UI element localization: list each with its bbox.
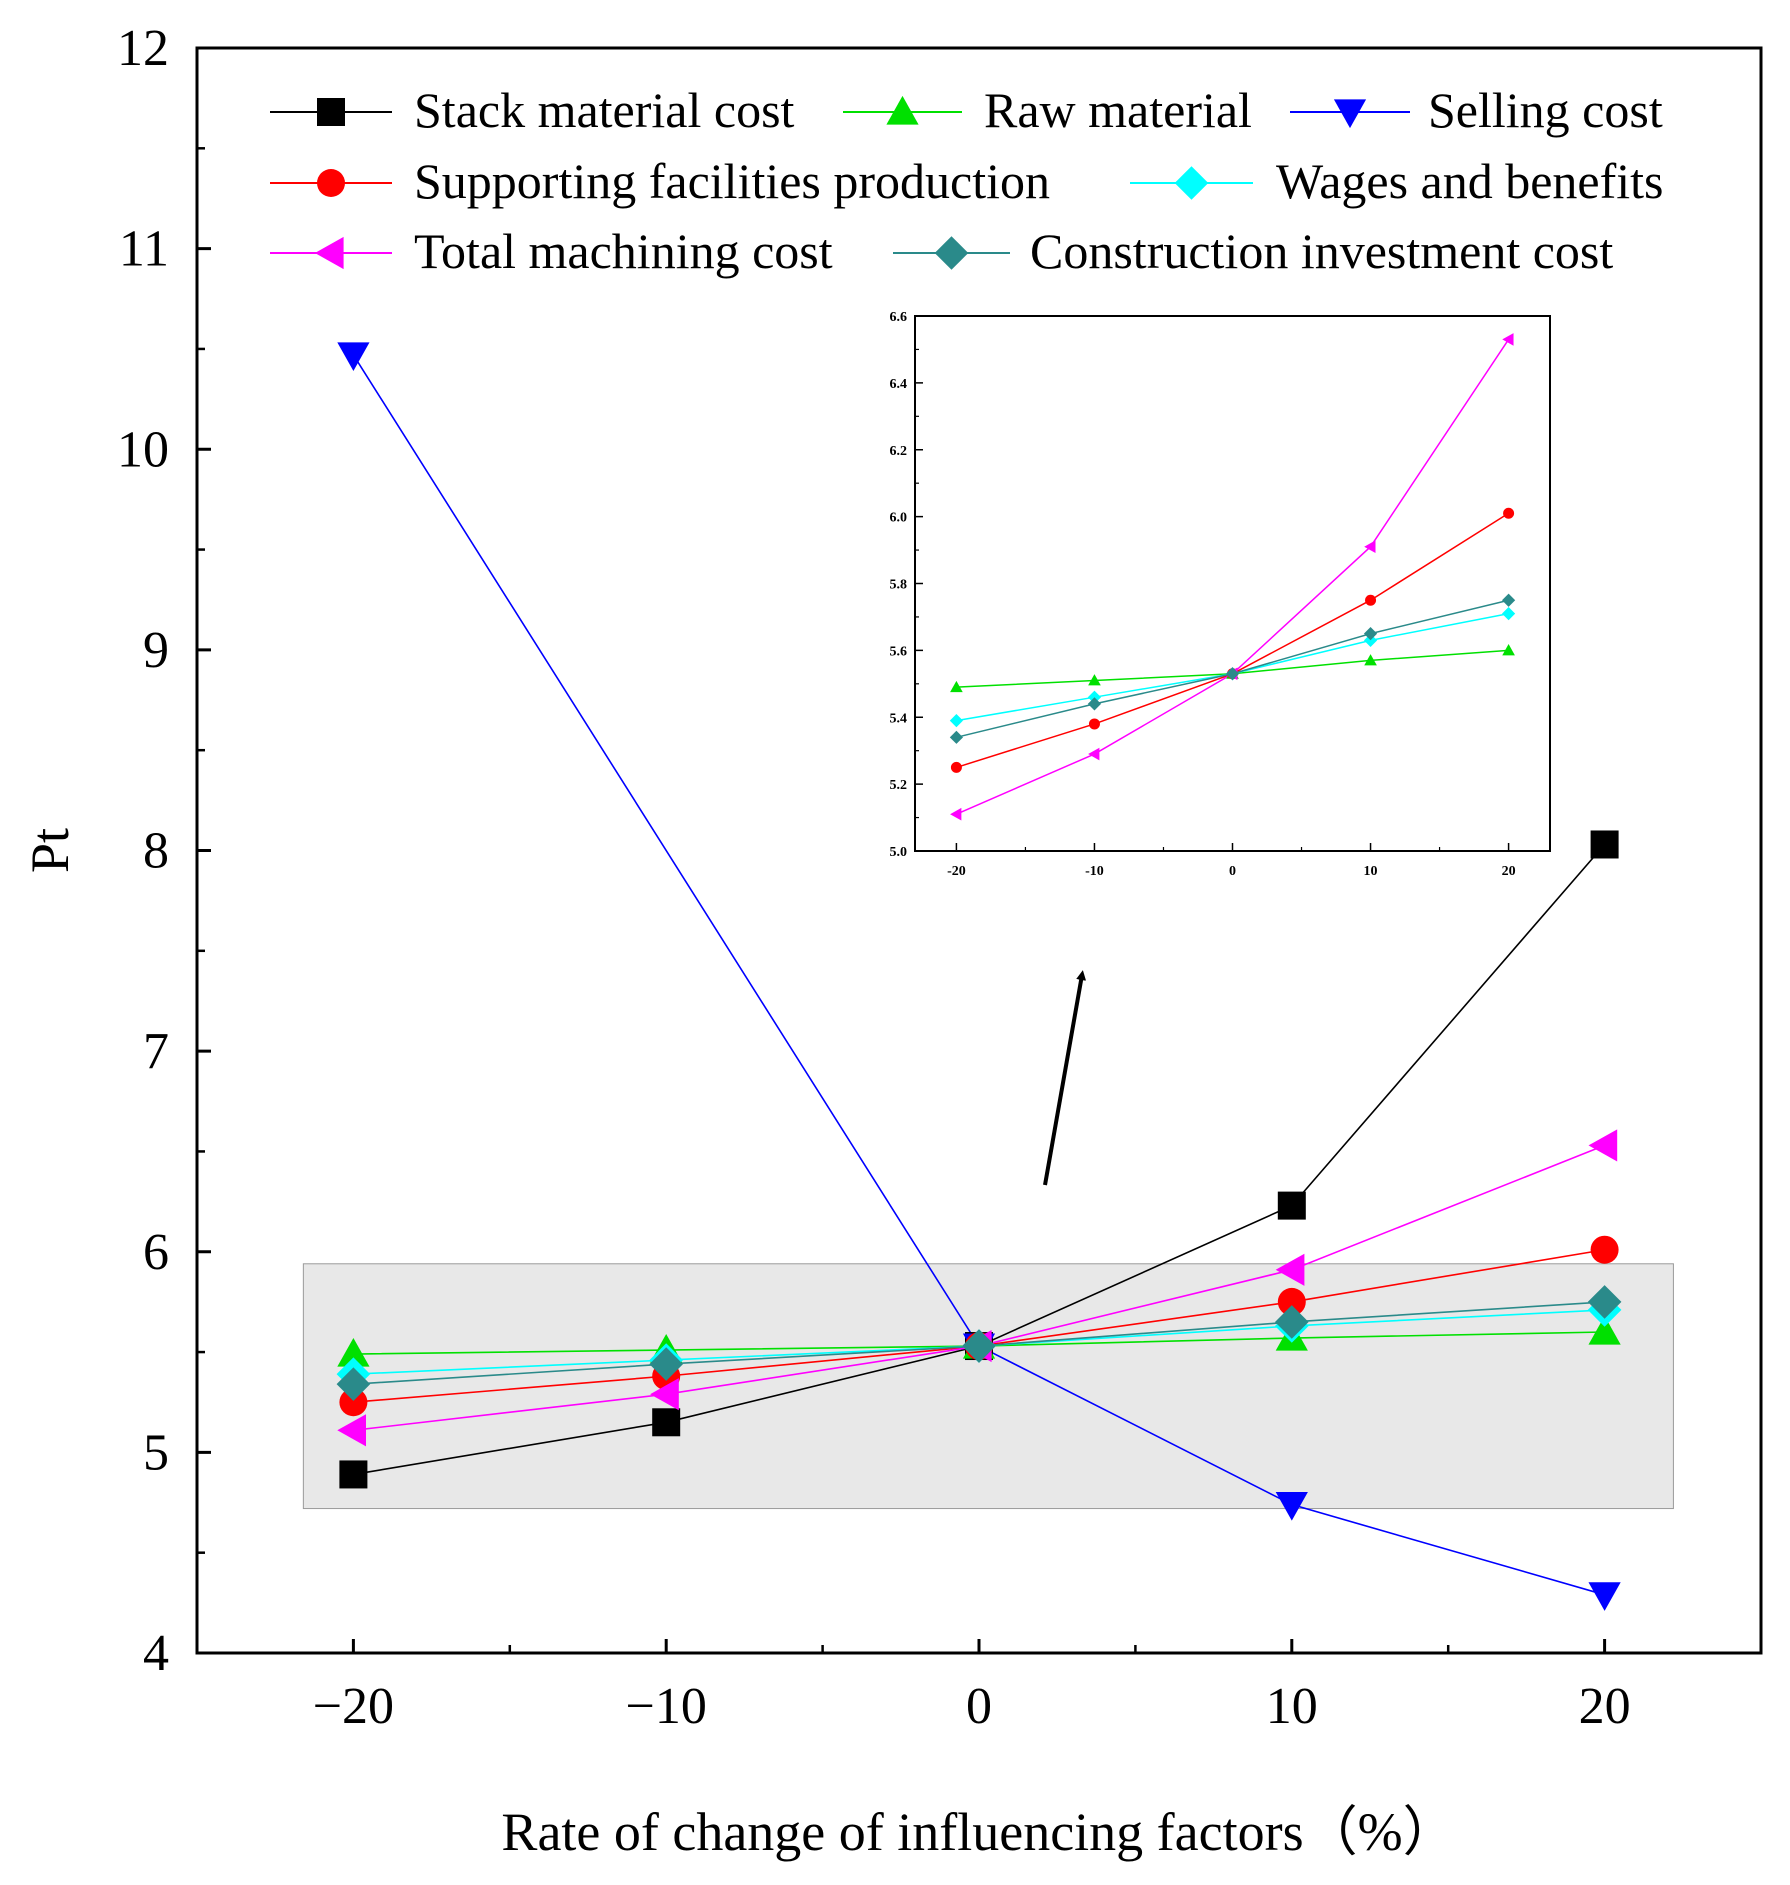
legend-label-stack-material-cost: Stack material cost <box>414 82 795 138</box>
legend-marker-construction-investment-cost <box>934 236 969 270</box>
data-point-construction-investment-cost <box>1587 1285 1622 1319</box>
inset-y-tick-label: 5.4 <box>890 711 908 726</box>
inset-x-tick-label: -20 <box>947 864 966 879</box>
inset-y-tick-label: 5.8 <box>890 578 908 593</box>
data-point-supporting-facilities-production <box>1277 1287 1306 1316</box>
legend-marker-wages-and-benefits <box>1174 166 1209 200</box>
data-point-total-machining-cost <box>650 1378 679 1411</box>
inset-data-point-construction-investment-cost <box>1363 627 1378 641</box>
inset-y-tick-label: 5.6 <box>890 644 908 659</box>
data-point-total-machining-cost <box>337 1414 366 1447</box>
x-tick-label: −10 <box>626 1678 707 1735</box>
data-point-construction-investment-cost <box>962 1329 996 1363</box>
data-point-supporting-facilities-production <box>339 1388 368 1417</box>
legend-marker-stack-material-cost <box>317 98 345 126</box>
inset-y-tick-label: 5.0 <box>890 845 908 860</box>
inset-data-point-wages-and-benefits <box>949 713 964 728</box>
series-line-selling-cost <box>352 354 1605 1596</box>
y-axis-label: Pt <box>20 828 80 873</box>
inset-data-point-total-machining-cost <box>1502 333 1514 346</box>
inset-x-tick-label: 0 <box>1229 864 1236 879</box>
data-point-construction-investment-cost <box>1275 1305 1309 1339</box>
inset-data-point-total-machining-cost <box>1088 747 1100 761</box>
legend-marker-raw-material <box>886 95 919 125</box>
data-point-selling-cost <box>1588 1582 1621 1611</box>
legend-label-raw-material: Raw material <box>984 82 1252 138</box>
inset-x-tick-label: 20 <box>1502 864 1516 879</box>
inset-data-point-raw-material <box>1088 674 1101 686</box>
inset-y-tick-label: 6.2 <box>890 444 908 459</box>
y-tick-label: 4 <box>143 1625 169 1682</box>
inset-x-tick-label: -10 <box>1085 864 1104 879</box>
inset-y-tick-label: 6.4 <box>890 377 908 392</box>
inset-data-point-total-machining-cost <box>950 807 962 821</box>
y-tick-label: 7 <box>143 1023 169 1080</box>
x-axis-label: Rate of change of influencing factors（%） <box>501 1802 1456 1862</box>
inset-data-point-raw-material <box>1364 654 1377 666</box>
legend-marker-total-machining-cost <box>314 236 344 270</box>
inset-data-point-wages-and-benefits <box>1087 690 1102 704</box>
y-tick-label: 6 <box>143 1224 169 1281</box>
x-tick-label: 20 <box>1579 1678 1631 1735</box>
y-tick-label: 9 <box>143 622 169 679</box>
y-tick-label: 8 <box>143 823 169 880</box>
data-point-total-machining-cost <box>1275 1253 1305 1286</box>
y-tick-label: 5 <box>143 1424 169 1481</box>
legend-marker-supporting-facilities-production <box>317 169 345 197</box>
data-point-stack-material-cost <box>652 1408 681 1437</box>
data-point-total-machining-cost <box>1588 1129 1618 1162</box>
data-point-selling-cost <box>1275 1491 1308 1521</box>
inset-data-point-supporting-facilities-production <box>1088 718 1100 730</box>
highlight-region <box>302 1263 1674 1510</box>
data-point-supporting-facilities-production <box>1590 1235 1619 1264</box>
data-point-construction-investment-cost <box>649 1347 683 1381</box>
data-point-stack-material-cost <box>1277 1191 1306 1220</box>
data-point-stack-material-cost <box>339 1460 368 1489</box>
inset-data-point-wages-and-benefits <box>1501 606 1516 621</box>
inset-data-point-supporting-facilities-production <box>1365 594 1377 606</box>
inset-data-point-construction-investment-cost <box>949 730 964 744</box>
inset-data-point-construction-investment-cost <box>1225 667 1240 681</box>
zoom-arrow <box>1043 970 1087 1186</box>
legend-label-selling-cost: Selling cost <box>1428 82 1663 138</box>
inset-background <box>915 316 1550 851</box>
inset-x-tick-label: 10 <box>1364 864 1378 879</box>
data-point-construction-investment-cost <box>336 1367 371 1401</box>
y-tick-label: 10 <box>117 421 169 478</box>
data-point-stack-material-cost <box>1590 830 1619 859</box>
inset-data-point-total-machining-cost <box>1364 540 1376 554</box>
legend-marker-selling-cost <box>1333 99 1367 129</box>
legend-label-construction-investment-cost: Construction investment cost <box>1030 223 1613 279</box>
x-tick-label: 10 <box>1266 1678 1318 1735</box>
data-point-raw-material <box>337 1337 370 1367</box>
inset-data-point-construction-investment-cost <box>1087 697 1102 711</box>
data-point-selling-cost <box>337 342 370 372</box>
x-tick-label: 0 <box>966 1678 992 1735</box>
legend-label-wages-and-benefits: Wages and benefits <box>1276 153 1664 209</box>
inset-y-tick-label: 6.6 <box>890 310 908 325</box>
legend-label-total-machining-cost: Total machining cost <box>414 223 833 279</box>
inset-y-tick-label: 5.2 <box>890 778 908 793</box>
data-point-raw-material <box>1588 1315 1621 1345</box>
inset-data-point-supporting-facilities-production <box>950 761 962 773</box>
inset-data-point-supporting-facilities-production <box>1503 507 1515 519</box>
x-tick-label: −20 <box>313 1678 394 1735</box>
inset-data-point-raw-material <box>1502 644 1515 656</box>
inset-data-point-raw-material <box>950 680 963 693</box>
inset-data-point-wages-and-benefits <box>1363 633 1378 647</box>
y-tick-label: 12 <box>117 20 169 77</box>
y-tick-label: 11 <box>119 221 169 278</box>
inset-y-tick-label: 6.0 <box>890 511 908 526</box>
inset-data-point-construction-investment-cost <box>1501 593 1516 607</box>
legend-label-supporting-facilities-production: Supporting facilities production <box>414 153 1050 209</box>
